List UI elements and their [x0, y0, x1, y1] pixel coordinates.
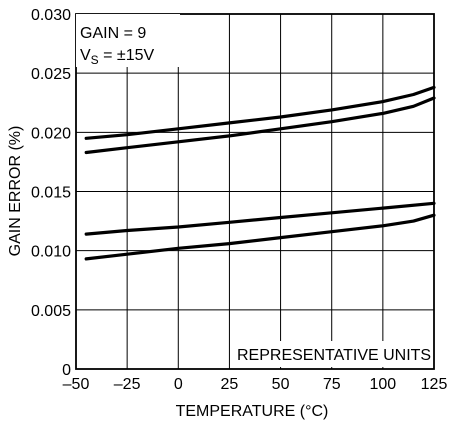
- y-tick-label: 0.010: [31, 244, 71, 261]
- x-tick-label: 75: [323, 376, 341, 393]
- units-annotation: REPRESENTATIVE UNITS: [237, 347, 431, 364]
- y-tick-label: 0.030: [31, 7, 71, 24]
- plot-frame: [75, 13, 435, 370]
- x-tick-label: –50: [63, 376, 90, 393]
- grid: [76, 14, 434, 369]
- x-tick-label: –25: [114, 376, 141, 393]
- vs-symbol: V: [80, 47, 91, 64]
- y-tick-label: 0.025: [31, 66, 71, 83]
- x-tick-label: 25: [221, 376, 239, 393]
- y-tick-label: 0.005: [31, 303, 71, 320]
- series-line-4: [84, 213, 436, 261]
- x-tick-label: 50: [272, 376, 290, 393]
- legend-box-background: [76, 14, 180, 67]
- series-line-1: [84, 85, 436, 140]
- series-line-3: [84, 201, 436, 236]
- tick-labels: –50 –25 0 25 50 75 100 125 0 0.005 0.010 0.015 0.020…: [31, 7, 447, 393]
- x-tick-label: 100: [370, 376, 397, 393]
- y-tick-label: 0.020: [31, 125, 71, 142]
- vs-annotation: VS = ±15V: [80, 47, 155, 67]
- vs-subscript: S: [91, 53, 99, 67]
- y-axis-title: GAIN ERROR (%): [7, 126, 24, 257]
- x-tick-label: 0: [174, 376, 183, 393]
- vs-value: = ±15V: [99, 47, 155, 64]
- x-tick-label: 125: [421, 376, 448, 393]
- series-group: [84, 85, 436, 261]
- y-tick-label: 0.015: [31, 185, 71, 202]
- y-tick-label: 0: [62, 362, 71, 379]
- x-axis-title: TEMPERATURE (°C): [176, 403, 329, 420]
- units-box-background: [233, 341, 433, 367]
- gain-annotation: GAIN = 9: [80, 25, 146, 42]
- series-line-2: [84, 96, 436, 155]
